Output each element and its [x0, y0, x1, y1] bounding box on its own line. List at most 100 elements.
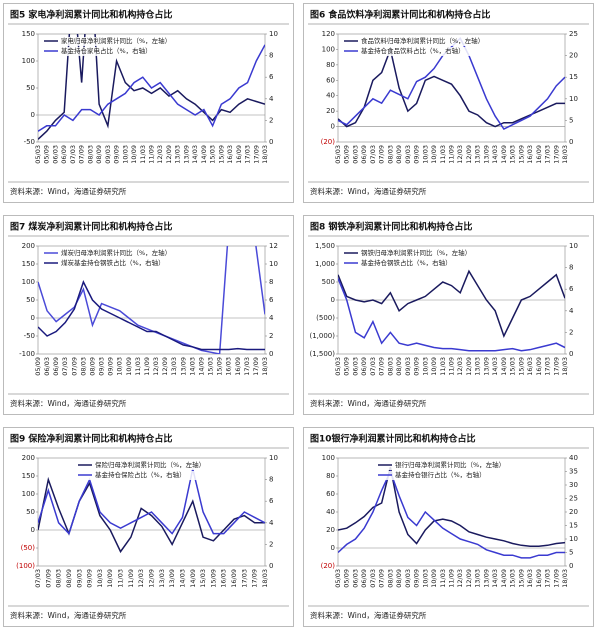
y-tick-label: 1,500 — [315, 242, 335, 250]
x-tick-label: 08/03 — [386, 357, 394, 376]
y2-tick-label: 2 — [569, 328, 573, 336]
x-tick-label: 05/03 — [334, 357, 342, 376]
x-tick-label: 10/03 — [421, 569, 429, 588]
y-tick-label: 0 — [31, 111, 35, 119]
y2-tick-label: 0 — [269, 138, 273, 146]
x-tick-label: 13/09 — [179, 357, 187, 376]
source-note: 资料来源：Wind，海通证券研究所 — [310, 186, 427, 196]
x-tick-label: 07/09 — [70, 357, 78, 376]
chart-title: 图9 保险净利润累计同比和机构持仓占比 — [10, 433, 172, 445]
y2-tick-label: 6 — [569, 285, 574, 293]
y-tick-label: (1,000) — [309, 332, 335, 340]
legend-bg — [343, 47, 493, 56]
x-tick-label: 17/09 — [552, 145, 560, 164]
x-tick-label: 17/03 — [544, 569, 552, 588]
x-tick-label: 09/09 — [113, 145, 121, 164]
y2-tick-label: 0 — [269, 350, 273, 358]
y-tick-label: 0 — [31, 314, 35, 322]
source-note: 资料来源：Wind，海通证券研究所 — [10, 398, 127, 408]
y-tick-label: 200 — [22, 242, 35, 250]
x-tick-label: 09/09 — [413, 357, 421, 376]
x-tick-label: 11/03 — [439, 145, 447, 164]
y2-tick-label: 10 — [569, 95, 578, 103]
x-tick-label: 07/03 — [369, 145, 377, 164]
x-tick-label: 16/09 — [535, 569, 543, 588]
x-tick-label: 17/09 — [252, 357, 260, 376]
x-tick-label: 16/09 — [230, 569, 238, 588]
y2-tick-label: 0 — [569, 138, 573, 146]
legend-bg — [43, 47, 193, 56]
x-tick-label: 16/09 — [535, 145, 543, 164]
x-tick-label: 14/03 — [491, 569, 499, 588]
x-tick-label: 17/09 — [552, 569, 560, 588]
series-line — [38, 246, 265, 354]
x-tick-label: 15/09 — [209, 569, 217, 588]
legend-label: 基金持仓保险占比（%，右轴） — [95, 470, 186, 479]
x-tick-label: 08/09 — [65, 569, 73, 588]
x-tick-label: 17/03 — [544, 357, 552, 376]
x-tick-label: 10/09 — [130, 145, 138, 164]
y2-tick-label: 5 — [569, 549, 573, 557]
y-tick-label: -50 — [24, 332, 35, 340]
x-tick-label: 18/03 — [261, 357, 269, 376]
legend-label: 基金持仓家电占比（%，右轴） — [61, 46, 152, 55]
legend-label: 基金持仓食品饮料占比（%，右轴） — [361, 46, 465, 55]
x-tick-label: 07/03 — [369, 357, 377, 376]
x-tick-label: 06/03 — [351, 357, 359, 376]
x-tick-label: 10/09 — [106, 569, 114, 588]
legend-label: 煤炭归母净利润累计同比（%，左轴） — [61, 248, 171, 257]
y-tick-label: 150 — [22, 30, 35, 38]
x-tick-label: 06/03 — [351, 569, 359, 588]
x-tick-label: 17/03 — [544, 145, 552, 164]
x-tick-label: 15/09 — [217, 145, 225, 164]
y2-tick-label: 15 — [569, 73, 578, 81]
x-tick-label: 13/09 — [482, 569, 490, 588]
x-tick-label: 11/03 — [439, 569, 447, 588]
legend-bg — [343, 37, 493, 46]
legend-bg — [43, 249, 193, 258]
x-tick-label: 12/03 — [456, 145, 464, 164]
x-tick-label: 16/09 — [535, 357, 543, 376]
y2-tick-label: 2 — [269, 332, 273, 340]
y-tick-label: (100) — [16, 562, 35, 570]
x-tick-label: 12/09 — [465, 145, 473, 164]
x-tick-label: 13/09 — [482, 357, 490, 376]
x-tick-label: 08/03 — [386, 569, 394, 588]
x-tick-label: 11/03 — [439, 357, 447, 376]
legend-bg — [343, 249, 493, 258]
y-tick-label: 200 — [22, 454, 35, 462]
series-line — [338, 46, 565, 128]
x-tick-label: 09/03 — [98, 357, 106, 376]
x-tick-label: 14/03 — [178, 569, 186, 588]
x-tick-label: 16/03 — [225, 357, 233, 376]
x-tick-label: 13/03 — [158, 569, 166, 588]
y2-tick-label: 6 — [269, 296, 274, 304]
legend-label: 煤炭基金持仓钢铁占比（%，右轴） — [61, 258, 165, 267]
x-tick-label: 13/03 — [474, 357, 482, 376]
legend-label: 家电归母净利润累计同比（%，左轴） — [61, 36, 171, 45]
y-tick-label: 80 — [326, 61, 335, 69]
legend-label: 食品饮料归母净利润累计同比（%，左轴） — [361, 36, 484, 45]
x-tick-label: 15/03 — [209, 145, 217, 164]
y2-tick-label: 10 — [269, 454, 278, 462]
chart-title: 图8 钢铁净利润累计同比和机构持仓占比 — [310, 221, 472, 233]
legend-bg — [343, 259, 493, 268]
x-tick-label: 09/09 — [413, 145, 421, 164]
x-tick-label: 10/03 — [116, 357, 124, 376]
y2-tick-label: 4 — [269, 95, 274, 103]
y-tick-label: -50 — [24, 138, 35, 146]
x-tick-label: 14/03 — [188, 357, 196, 376]
chart-title: 图6 食品饮料净利润累计同比和机构持仓占比 — [310, 9, 490, 21]
x-tick-label: 10/03 — [421, 357, 429, 376]
y2-tick-label: 40 — [569, 454, 578, 462]
chart-panel: 图10银行净利润累计同比和机构持仓占比 资料来源：Wind，海通证券研究所 (20)… — [303, 427, 594, 627]
x-tick-label: 13/03 — [174, 145, 182, 164]
y-tick-label: 60 — [326, 76, 335, 84]
x-tick-label: 11/09 — [448, 145, 456, 164]
y2-tick-label: 4 — [269, 314, 274, 322]
x-tick-label: 12/03 — [152, 357, 160, 376]
y-tick-label: 500 — [322, 278, 335, 286]
x-tick-label: 17/09 — [251, 569, 259, 588]
